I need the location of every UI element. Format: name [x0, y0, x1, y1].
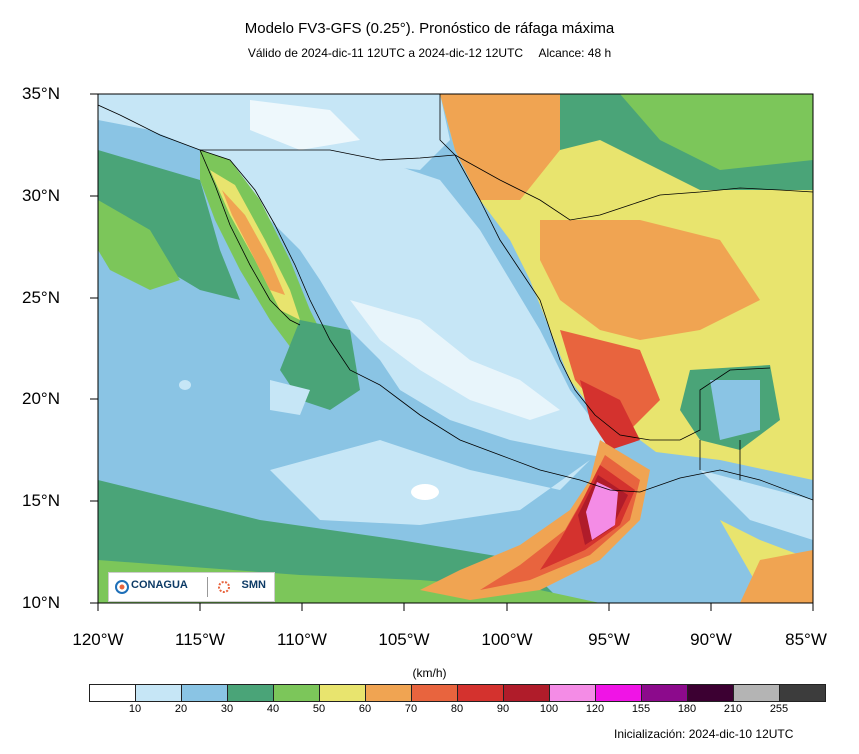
colorbar-swatch: [733, 684, 780, 702]
colorbar-tick-label: 30: [220, 703, 234, 715]
map-title: Modelo FV3-GFS (0.25°). Pronóstico de rá…: [244, 20, 615, 37]
coastlines: [98, 94, 813, 501]
lat-label-25: 25°N: [22, 288, 60, 307]
colorbar-swatch: [227, 684, 274, 702]
map-subtitle: Válido de 2024-dic-11 12UTC a 2024-dic-1…: [0, 46, 859, 60]
colorbar-swatch: [365, 684, 412, 702]
lat-label-30: 30°N: [22, 186, 60, 205]
colorbar-tick-label: 10: [128, 703, 142, 715]
lon-label-85: 85°W: [785, 630, 827, 649]
initialization-text: Inicialización: 2024-dic-10 12UTC: [614, 727, 794, 741]
colorbar-tick-label: 60: [358, 703, 372, 715]
colorbar-swatch: [687, 684, 734, 702]
colorbar-swatch: [411, 684, 458, 702]
validity-text: Válido de 2024-dic-11 12UTC a 2024-dic-1…: [247, 46, 524, 60]
colorbar-tick-label: 180: [677, 703, 697, 715]
colorbar-tick-label: 120: [585, 703, 605, 715]
smn-logo-text: SMN: [241, 579, 266, 591]
lon-label-120: 120°W: [72, 630, 124, 649]
colorbar-swatch: [641, 684, 688, 702]
lon-label-105: 105°W: [378, 630, 430, 649]
lat-label-15: 15°N: [22, 491, 60, 510]
colorbar-swatch: [457, 684, 504, 702]
colorbar-tick-label: 20: [174, 703, 188, 715]
lon-label-95: 95°W: [588, 630, 630, 649]
colorbar-tick-label: 100: [539, 703, 559, 715]
colorbar-swatch: [595, 684, 642, 702]
colorbar-swatch: [273, 684, 320, 702]
colorbar-swatch: [135, 684, 182, 702]
colorbar-tick-label: 70: [404, 703, 418, 715]
smn-gear-icon: [218, 581, 230, 593]
colorbar-tick-label: 40: [266, 703, 280, 715]
colorbar-tick-label: 90: [496, 703, 510, 715]
map-frame: [97, 93, 814, 604]
logo-separator: [207, 577, 208, 597]
lon-label-115: 115°W: [175, 630, 225, 649]
lon-label-100: 100°W: [481, 630, 533, 649]
colorbar-swatch: [503, 684, 550, 702]
colorbar-swatch: [89, 684, 136, 702]
colorbar-tick-label: 210: [723, 703, 743, 715]
conagua-logo-text: CONAGUA: [131, 579, 188, 591]
lat-label-35: 35°N: [22, 84, 60, 103]
axis-ticks: [90, 93, 814, 611]
map-field: [98, 94, 813, 603]
lat-label-10: 10°N: [22, 593, 60, 612]
colorbar-tick-label: 50: [312, 703, 326, 715]
colorbar-tick-label: 155: [631, 703, 651, 715]
colorbar-swatch: [549, 684, 596, 702]
conagua-emblem-icon: [115, 580, 129, 594]
colorbar-swatch: [319, 684, 366, 702]
lon-label-90: 90°W: [690, 630, 732, 649]
colorbar-swatch: [181, 684, 228, 702]
colorbar-swatch: [779, 684, 826, 702]
legend-unit: (km/h): [412, 666, 447, 680]
lon-label-110: 110°W: [277, 630, 327, 649]
range-text: Alcance: 48 h: [538, 46, 612, 60]
lat-label-20: 20°N: [22, 389, 60, 408]
agency-logos: CONAGUA SMN: [108, 572, 275, 602]
colorbar-tick-label: 80: [450, 703, 464, 715]
colorbar-tick-label: 255: [769, 703, 789, 715]
